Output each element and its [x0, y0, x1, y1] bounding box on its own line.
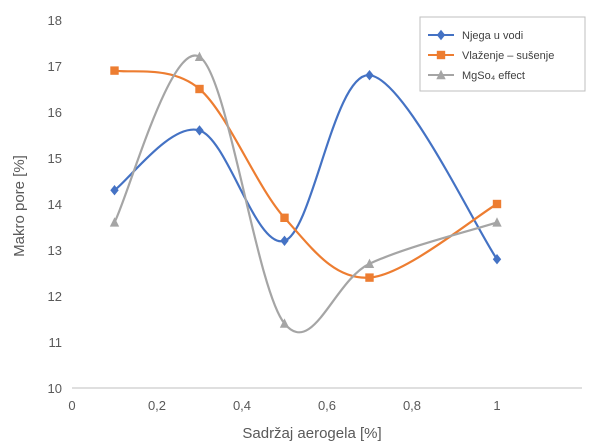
data-point-3	[492, 217, 502, 227]
y-tick-label: 13	[48, 243, 62, 258]
data-point-1	[492, 254, 502, 265]
data-point-3	[194, 51, 205, 61]
x-tick-label: 0,8	[403, 398, 421, 413]
legend-marker-1	[436, 29, 446, 41]
y-tick-label: 14	[48, 197, 62, 212]
data-point-1	[195, 125, 204, 136]
series-line-3	[113, 54, 498, 334]
y-tick-label: 18	[48, 13, 62, 28]
data-point-2	[365, 273, 374, 282]
y-tick-label: 10	[48, 381, 62, 396]
x-axis-title: Sadržaj aerogela [%]	[242, 425, 381, 442]
legend-label-3: MgSo₄ effect	[462, 70, 525, 82]
x-tick-label: 0,4	[233, 398, 251, 413]
tick-labels: 0 0,2 0,4 0,6 0,8 1 10 11 12 13 14 15 16 17 18	[48, 13, 501, 413]
legend: Njega u vodi Vlaženje – sušenje MgSo₄ effe…	[419, 16, 586, 92]
data-point-1	[110, 185, 119, 196]
legend-label-1: Njega u vodi	[462, 30, 523, 42]
y-tick-label: 11	[49, 335, 63, 350]
x-tick-label: 0	[68, 398, 75, 413]
y-axis-title: Makro pore [%]	[11, 155, 28, 257]
data-point-2	[110, 66, 119, 75]
x-tick-label: 1	[493, 398, 500, 413]
y-tick-label: 12	[48, 289, 62, 304]
series-lines	[113, 54, 498, 334]
y-tick-label: 15	[48, 151, 62, 166]
series-line-2	[114, 69, 498, 279]
data-point-1	[280, 235, 289, 246]
legend-marker-3	[436, 69, 446, 80]
y-tick-label: 17	[48, 59, 62, 74]
data-point-2	[280, 213, 289, 222]
data-point-3	[279, 318, 290, 328]
data-point-2	[195, 84, 204, 94]
series-line-1	[113, 74, 498, 260]
x-tick-label: 0,2	[148, 398, 166, 413]
data-point-3	[109, 217, 120, 227]
data-point-2	[492, 199, 502, 209]
legend-label-2: Vlaženje – sušenje	[462, 50, 554, 62]
legend-marker-2	[436, 50, 446, 60]
series-markers	[109, 51, 502, 328]
y-tick-label: 16	[48, 105, 62, 120]
data-point-3	[364, 258, 375, 268]
x-tick-label: 0,6	[318, 398, 336, 413]
data-point-1	[365, 70, 374, 81]
